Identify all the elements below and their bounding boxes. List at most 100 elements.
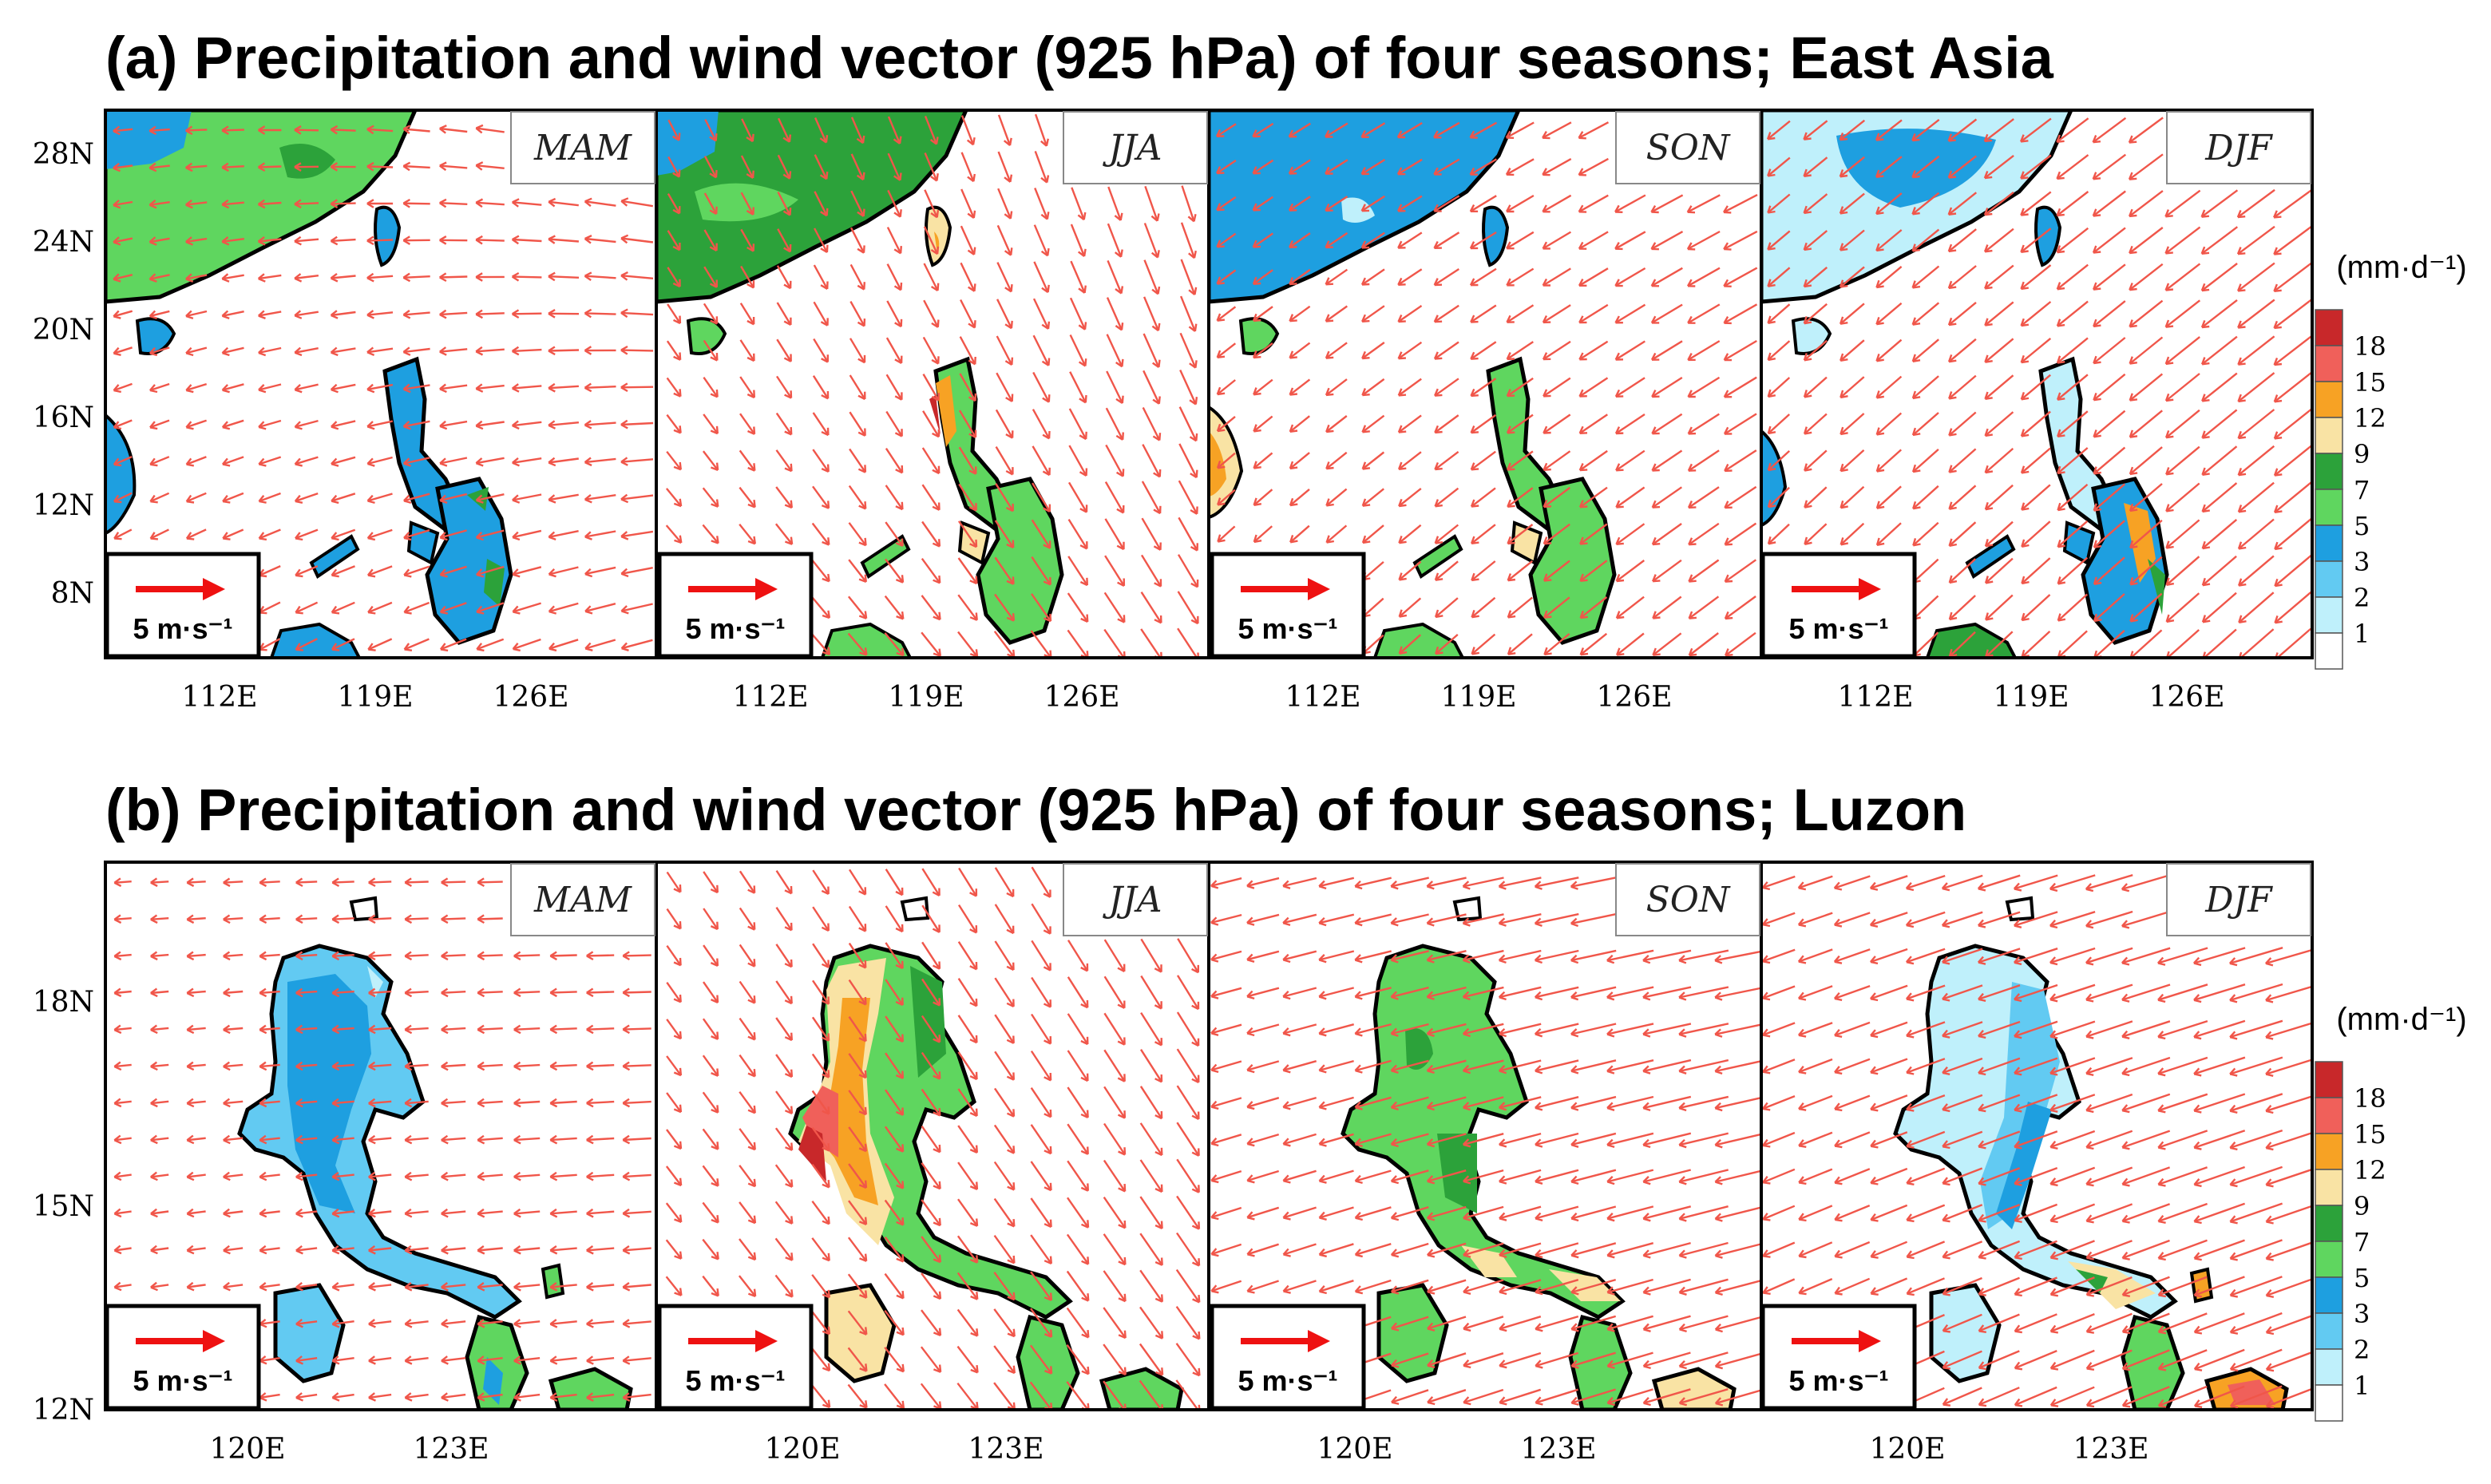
wind-vector-head [784, 1069, 794, 1078]
wind-vector-head [2121, 1067, 2130, 1077]
wind-vector [584, 530, 616, 538]
wind-vector-head [1154, 1074, 1163, 1083]
wind-vector-head [1606, 1396, 1615, 1407]
wind-vector-head [1570, 1102, 1579, 1111]
wind-vector [1906, 984, 1946, 1000]
wind-vector [1030, 1124, 1052, 1154]
wind-vector [1253, 525, 1273, 543]
wind-vector [368, 1210, 392, 1215]
wind-vector [2201, 335, 2238, 366]
wind-vector-head [820, 281, 829, 290]
wind-vector-head [1978, 1177, 1986, 1186]
wind-vector [1434, 304, 1459, 323]
wind-vector-head [1978, 1213, 1986, 1223]
wind-vector [222, 346, 244, 354]
wind-vector-head [1942, 1029, 1950, 1039]
wind-vector-head [2165, 467, 2174, 476]
wind-vector [1579, 449, 1608, 472]
wind-vector [1253, 415, 1273, 433]
wind-vector [1398, 488, 1422, 507]
wind-vector [921, 1162, 941, 1189]
colorbar-swatch [2315, 345, 2343, 382]
wind-vector-head [294, 199, 302, 209]
wind-vector [114, 917, 132, 920]
wind-vector [1875, 449, 1903, 473]
wind-vector-head [1191, 1038, 1200, 1047]
wind-vector [665, 1239, 683, 1260]
wind-vector-head [259, 1245, 267, 1255]
lon-tick: 123E [2073, 1433, 2149, 1466]
wind-vector [550, 1173, 577, 1178]
wind-vector [774, 1237, 794, 1261]
wind-vector [994, 520, 1015, 548]
wind-vector [1715, 1352, 1761, 1367]
wind-vector-head [1578, 463, 1588, 472]
wind-vector-head [1714, 1323, 1723, 1333]
wind-vector [2194, 1348, 2245, 1371]
wind-vector-head [1189, 397, 1198, 406]
wind-vector-head [330, 310, 339, 319]
wind-vector-head [1905, 956, 1915, 965]
wind-vector-head [622, 951, 630, 961]
wind-vector [1714, 950, 1761, 962]
wind-vector [1870, 1167, 1908, 1185]
wind-vector-head [1117, 615, 1126, 623]
wind-vector-head [673, 1177, 683, 1187]
wind-vector [739, 449, 756, 472]
wind-vector-head [710, 389, 719, 398]
wind-vector [1535, 877, 1579, 888]
wind-vector-head [186, 987, 195, 998]
wind-vector [185, 237, 208, 243]
wind-vector-head [149, 346, 158, 357]
wind-vector-head [822, 1363, 831, 1372]
wind-vector-head [584, 235, 592, 244]
wind-vector-head [2273, 431, 2283, 440]
wind-vector [1176, 1011, 1200, 1047]
wind-vector [921, 1015, 941, 1043]
wind-vector-head [1606, 1213, 1615, 1222]
wind-vector-head [1190, 543, 1198, 552]
wind-vector [2122, 1239, 2170, 1260]
wind-vector [1103, 1197, 1127, 1229]
wind-vector-head [441, 1319, 449, 1328]
wind-vector-head [186, 1098, 195, 1108]
wind-vector [332, 881, 354, 884]
wind-vector [2201, 482, 2238, 512]
wind-vector-head [1210, 1063, 1219, 1074]
wind-vector-head [1534, 917, 1543, 928]
wind-vector [739, 944, 756, 968]
wind-vector-head [223, 914, 231, 924]
wind-vector-head [2237, 505, 2247, 513]
wind-vector [1840, 449, 1865, 472]
wind-vector [548, 385, 579, 390]
wind-vector-head [1578, 500, 1588, 509]
wind-vector-head [584, 493, 592, 504]
wind-vector [1463, 1279, 1504, 1293]
wind-vector [295, 1100, 318, 1105]
wind-vector [2129, 117, 2164, 144]
wind-vector-head [2121, 1214, 2130, 1224]
wind-vector-head [1426, 991, 1435, 1000]
wind-vector [1579, 596, 1608, 619]
wind-vector-head [1570, 1028, 1579, 1038]
wind-vector [1875, 192, 1903, 215]
wind-vector [512, 312, 542, 315]
wind-vector [1283, 1169, 1317, 1182]
wind-vector-head [1043, 577, 1051, 586]
wind-vector [1579, 523, 1608, 545]
wind-vector [2165, 519, 2200, 549]
wind-vector [1106, 297, 1123, 330]
wind-vector-head [896, 1400, 905, 1410]
wind-vector-head [711, 1142, 719, 1150]
wind-vector [2057, 300, 2089, 327]
wind-vector [1678, 949, 1729, 962]
wind-vector-head [511, 309, 520, 319]
wind-vector [923, 299, 939, 328]
wind-vector [1840, 339, 1865, 362]
colorbar-swatch [2315, 560, 2343, 598]
wind-vector-head [1906, 1177, 1915, 1185]
wind-vector [885, 1089, 904, 1116]
wind-vector [586, 1320, 615, 1325]
lon-tick: 123E [968, 1433, 1044, 1466]
wind-vector-head [1433, 315, 1443, 323]
